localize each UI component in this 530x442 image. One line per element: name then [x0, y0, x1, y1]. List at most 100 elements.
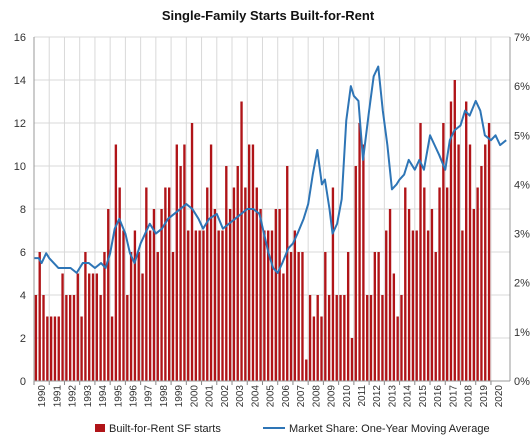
- bar: [381, 295, 384, 381]
- x-tick-label: 2012: [372, 385, 383, 408]
- bar: [213, 209, 217, 381]
- bar: [34, 295, 38, 381]
- y-left-tick-label: 12: [14, 118, 26, 130]
- bar: [251, 144, 255, 381]
- bar: [57, 316, 60, 381]
- bar: [282, 273, 285, 381]
- x-tick-label: 2011: [357, 385, 368, 407]
- bar: [385, 230, 388, 381]
- bar: [407, 209, 411, 381]
- bar: [465, 101, 468, 381]
- y-left-tick-label: 2: [20, 333, 26, 345]
- bar: [84, 252, 87, 381]
- bar: [247, 144, 251, 381]
- bar: [484, 144, 487, 381]
- bar: [255, 187, 258, 381]
- bar: [122, 230, 125, 381]
- x-tick-label: 2004: [250, 385, 261, 408]
- bar: [53, 316, 57, 381]
- bar: [141, 273, 144, 381]
- y-left-tick-label: 4: [20, 290, 26, 302]
- bar: [419, 123, 422, 381]
- x-tick-label: 2007: [296, 385, 307, 408]
- bar: [95, 273, 99, 381]
- bar: [160, 209, 163, 381]
- legend-bar-label: Built-for-Rent SF starts: [109, 423, 221, 435]
- x-tick-label: 2008: [311, 385, 322, 408]
- bar: [38, 252, 41, 381]
- line-series: [34, 65, 507, 274]
- bar: [91, 273, 95, 381]
- bar: [198, 230, 201, 381]
- bar: [72, 295, 76, 381]
- bar: [445, 187, 449, 381]
- x-tick-label: 1995: [113, 385, 124, 408]
- bar: [133, 230, 137, 381]
- bar: [297, 252, 300, 381]
- bar: [164, 187, 167, 381]
- bar: [487, 123, 491, 381]
- x-tick-label: 1997: [144, 385, 155, 408]
- bar: [434, 252, 437, 381]
- bar: [61, 273, 64, 381]
- bar: [126, 295, 129, 381]
- bar: [46, 316, 49, 381]
- x-tick-label: 1994: [98, 385, 109, 408]
- bar: [312, 316, 316, 381]
- x-tick-label: 2013: [387, 385, 398, 408]
- bar: [278, 209, 281, 381]
- bar: [308, 295, 312, 381]
- bar: [65, 295, 68, 381]
- bar: [339, 295, 342, 381]
- x-tick-label: 2016: [433, 385, 444, 408]
- bar: [369, 295, 373, 381]
- bar: [236, 166, 239, 381]
- x-tick-label: 1993: [83, 385, 94, 408]
- bar: [426, 230, 430, 381]
- y-left-tick-label: 14: [14, 75, 26, 87]
- bar: [442, 123, 445, 381]
- bar: [194, 230, 198, 381]
- bar: [476, 187, 479, 381]
- y-right-tick-label: 0%: [514, 376, 530, 388]
- bar: [118, 187, 121, 381]
- bar: [423, 187, 426, 381]
- bar: [430, 209, 434, 381]
- bar: [129, 252, 133, 381]
- y-right-tick-label: 4%: [514, 179, 530, 191]
- bar: [327, 295, 331, 381]
- x-tick-label: 2001: [205, 385, 216, 408]
- x-tick-label: 2003: [235, 385, 246, 408]
- bar: [152, 209, 156, 381]
- y-left-tick-label: 16: [14, 32, 26, 44]
- legend-line-label: Market Share: One-Year Moving Average: [289, 423, 490, 435]
- x-tick-label: 2000: [189, 385, 200, 408]
- bar: [259, 209, 262, 381]
- bar: [377, 252, 380, 381]
- x-tick-label: 2015: [418, 385, 429, 408]
- chart-title: Single-Family Starts Built-for-Rent: [162, 8, 375, 23]
- bar: [99, 295, 102, 381]
- bar: [270, 230, 274, 381]
- bar: [225, 166, 228, 381]
- bar: [438, 187, 441, 381]
- bar: [316, 295, 319, 381]
- bar: [156, 252, 159, 381]
- x-tick-label: 2019: [479, 385, 490, 408]
- bar: [331, 187, 335, 381]
- bar: [244, 187, 247, 381]
- bar: [110, 316, 114, 381]
- bar: [289, 252, 293, 381]
- x-tick-label: 2010: [342, 385, 353, 408]
- y-left-tick-label: 0: [20, 376, 26, 388]
- bar: [453, 80, 456, 381]
- bar: [293, 230, 297, 381]
- y-left-tick-label: 10: [14, 161, 26, 173]
- bar: [267, 230, 270, 381]
- bar: [480, 166, 483, 381]
- y-right-tick-label: 2%: [514, 278, 530, 290]
- legend: Built-for-Rent SF starts Market Share: O…: [95, 423, 490, 435]
- bar: [171, 252, 175, 381]
- bar: [396, 316, 399, 381]
